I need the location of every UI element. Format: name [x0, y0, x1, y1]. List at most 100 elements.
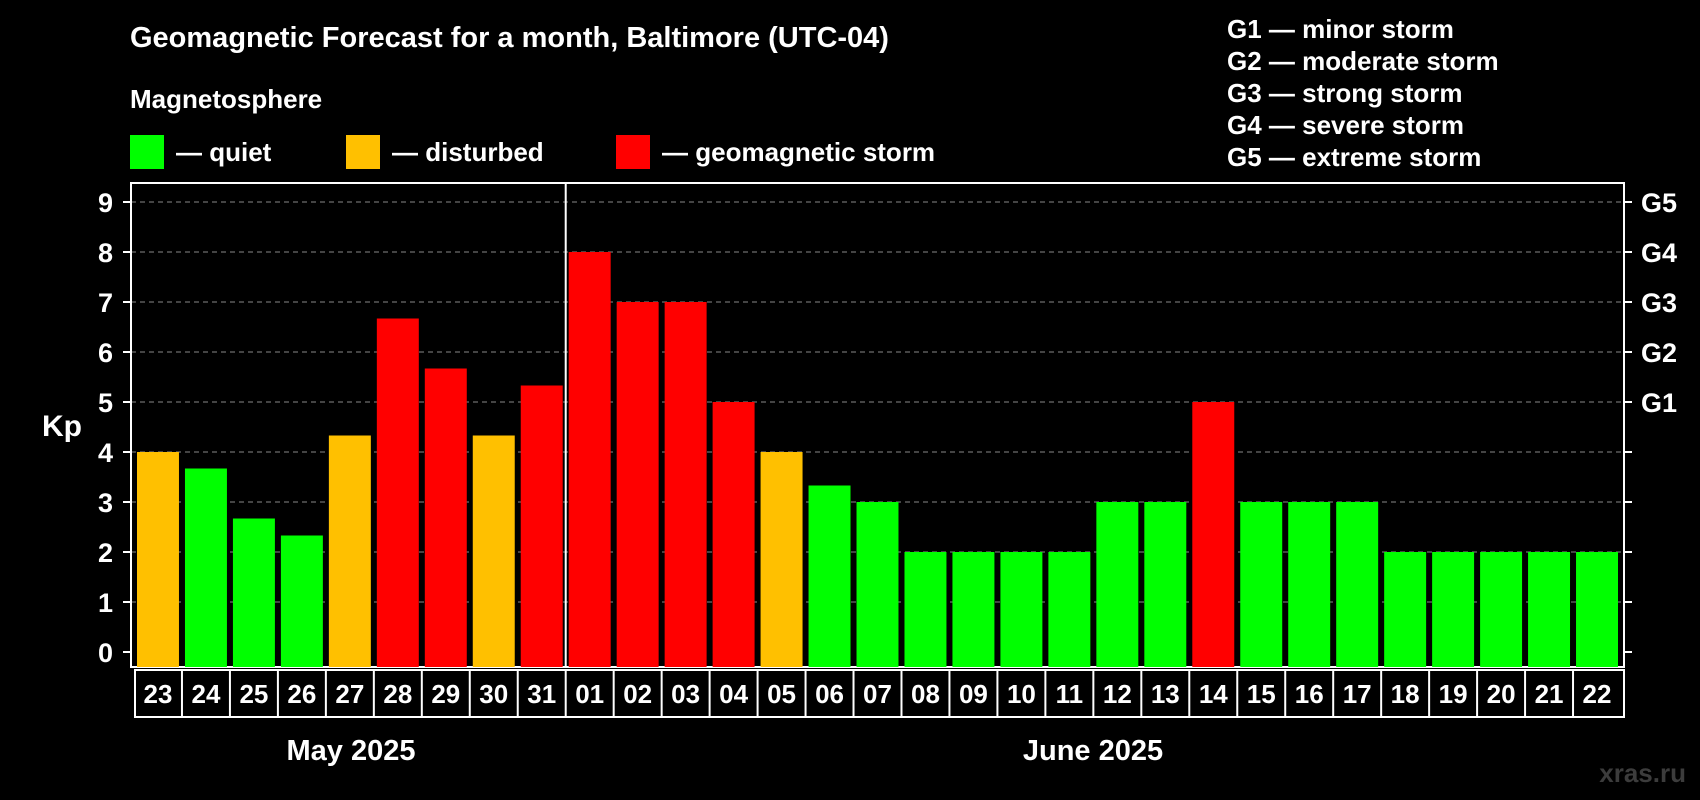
date-label: 28 — [383, 679, 412, 709]
y-tick-label: 4 — [98, 438, 113, 468]
date-label: 26 — [287, 679, 316, 709]
kp-bar — [1576, 552, 1618, 667]
kp-bar — [424, 368, 467, 667]
date-label: 08 — [911, 679, 940, 709]
kp-bar — [1288, 502, 1331, 667]
storm-scale-g5: G5 — extreme storm — [1227, 142, 1482, 172]
legend-swatch-quiet — [130, 135, 164, 169]
kp-bar — [1432, 552, 1475, 667]
kp-bar — [1096, 502, 1139, 667]
date-label: 07 — [863, 679, 892, 709]
date-label: 06 — [815, 679, 844, 709]
kp-bar — [568, 252, 611, 667]
date-label: 12 — [1103, 679, 1132, 709]
date-label: 20 — [1487, 679, 1516, 709]
storm-scale-g3: G3 — strong storm — [1227, 78, 1463, 108]
date-label: 21 — [1535, 679, 1564, 709]
storm-level-label: G3 — [1641, 288, 1677, 318]
date-label: 15 — [1247, 679, 1276, 709]
date-label: 10 — [1007, 679, 1036, 709]
date-label: 11 — [1056, 679, 1084, 709]
kp-bar — [232, 518, 275, 667]
kp-bar — [1000, 552, 1043, 667]
kp-bar — [856, 502, 899, 667]
date-label: 18 — [1391, 679, 1420, 709]
legend-swatch-storm — [616, 135, 650, 169]
date-label: 24 — [191, 679, 220, 709]
legend-quiet: — quiet — [130, 135, 271, 169]
month-label-may: May 2025 — [286, 735, 416, 767]
legend-storm: — geomagnetic storm — [616, 135, 935, 169]
date-label: 23 — [144, 679, 173, 709]
kp-bar — [760, 452, 803, 667]
date-label: 31 — [527, 679, 556, 709]
date-label: 17 — [1343, 679, 1372, 709]
date-label: 03 — [671, 679, 700, 709]
kp-bar — [472, 435, 515, 667]
kp-bar — [712, 402, 755, 667]
kp-bar — [280, 535, 323, 667]
storm-level-label: G4 — [1641, 238, 1677, 268]
storm-scale-g2: G2 — moderate storm — [1227, 46, 1499, 76]
legend-disturbed: — disturbed — [346, 135, 544, 169]
month-label-june: June 2025 — [1022, 735, 1164, 767]
y-tick-label: 8 — [98, 238, 113, 268]
date-label: 29 — [431, 679, 460, 709]
date-label: 09 — [959, 679, 988, 709]
kp-bar — [1240, 502, 1283, 667]
storm-scale-g1: G1 — minor storm — [1227, 14, 1454, 44]
kp-bar — [184, 468, 227, 667]
kp-bar — [1528, 552, 1571, 667]
date-label: 30 — [479, 679, 508, 709]
date-label: 02 — [623, 679, 652, 709]
kp-bar — [808, 485, 851, 667]
date-box-frame — [134, 669, 1625, 718]
kp-bar — [328, 435, 371, 667]
kp-bar — [520, 385, 563, 667]
y-tick-label: 6 — [98, 338, 113, 368]
y-tick-label: 0 — [98, 638, 113, 668]
storm-level-label: G2 — [1641, 338, 1677, 368]
date-label: 16 — [1295, 679, 1324, 709]
date-label: 27 — [335, 679, 364, 709]
legend-label-quiet: — quiet — [176, 136, 272, 167]
kp-bar — [664, 302, 707, 667]
kp-bar — [616, 302, 659, 667]
kp-bar — [1480, 552, 1523, 667]
storm-level-label: G5 — [1641, 188, 1677, 218]
date-label: 14 — [1199, 679, 1228, 709]
kp-bar — [1144, 502, 1187, 667]
kp-bar — [1192, 402, 1235, 667]
y-axis-label: Kp — [42, 410, 82, 443]
y-tick-label: 5 — [98, 388, 113, 418]
date-label: 19 — [1439, 679, 1468, 709]
y-tick-label: 1 — [98, 588, 113, 618]
y-tick-label: 2 — [98, 538, 113, 568]
legend-swatch-disturbed — [346, 135, 380, 169]
y-tick-label: 3 — [98, 488, 113, 518]
chart-title: Geomagnetic Forecast for a month, Baltim… — [130, 22, 889, 54]
kp-bar — [952, 552, 995, 667]
kp-bar — [1384, 552, 1427, 667]
kp-bar — [1336, 502, 1379, 667]
date-label: 05 — [767, 679, 796, 709]
kp-bar — [376, 318, 419, 667]
kp-bar — [137, 452, 179, 667]
watermark: xras.ru — [1599, 758, 1686, 788]
legend-label-disturbed: — disturbed — [392, 136, 544, 167]
date-label: 22 — [1583, 679, 1612, 709]
storm-level-label: G1 — [1641, 388, 1677, 418]
date-label: 04 — [719, 679, 748, 709]
y-tick-label: 7 — [98, 288, 113, 318]
legend-label-storm: — geomagnetic storm — [662, 136, 936, 167]
date-label: 25 — [239, 679, 268, 709]
kp-bar — [1048, 552, 1091, 667]
y-tick-label: 9 — [98, 188, 113, 218]
kp-bar — [904, 552, 947, 667]
date-label: 13 — [1151, 679, 1180, 709]
date-label: 01 — [575, 679, 604, 709]
storm-scale-legend: G1 — minor storm G2 — moderate storm G3 … — [1227, 13, 1499, 173]
storm-scale-g4: G4 — severe storm — [1227, 110, 1465, 140]
legend-subtitle: Magnetosphere — [130, 84, 323, 114]
